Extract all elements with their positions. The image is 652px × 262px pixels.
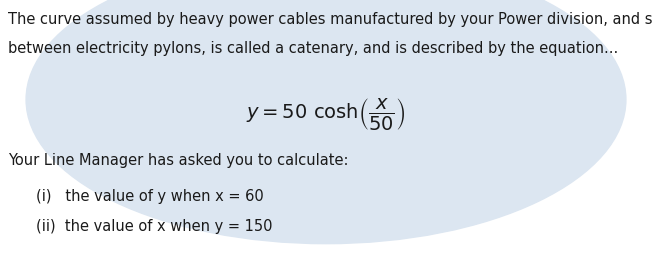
Text: (i)   the value of y when x = 60: (i) the value of y when x = 60 [36, 189, 263, 204]
Text: Your Line Manager has asked you to calculate:: Your Line Manager has asked you to calcu… [8, 153, 348, 168]
Ellipse shape [26, 0, 626, 244]
Text: The curve assumed by heavy power cables manufactured by your Power division, and: The curve assumed by heavy power cables … [8, 12, 652, 27]
Text: between electricity pylons, is called a catenary, and is described by the equati: between electricity pylons, is called a … [8, 41, 618, 56]
Text: (ii)  the value of x when y = 150: (ii) the value of x when y = 150 [36, 219, 273, 234]
Text: $y = 50\ \cosh\!\left(\dfrac{x}{50}\right)$: $y = 50\ \cosh\!\left(\dfrac{x}{50}\righ… [246, 96, 406, 132]
